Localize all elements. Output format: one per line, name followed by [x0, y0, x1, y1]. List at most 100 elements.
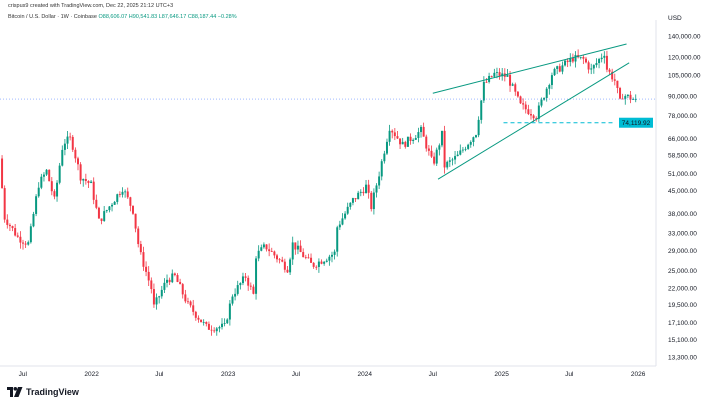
candle-body — [344, 213, 347, 219]
candle — [19, 231, 22, 249]
candle-body — [113, 201, 116, 205]
candle — [255, 256, 258, 300]
candle — [556, 65, 559, 75]
candle-body — [556, 66, 559, 69]
candle-body — [391, 130, 394, 133]
candle — [181, 282, 184, 299]
candle — [511, 82, 514, 87]
y-tick-label: 22,000.00 — [668, 286, 697, 293]
candle-body — [354, 198, 357, 200]
candle — [92, 177, 95, 205]
candle — [76, 156, 79, 171]
candle-body — [516, 91, 519, 97]
candle-body — [40, 176, 43, 188]
candle-body — [168, 279, 171, 283]
candle — [325, 258, 328, 263]
candle — [45, 168, 48, 176]
candle — [422, 122, 425, 137]
candle — [152, 283, 155, 308]
candle — [129, 196, 132, 212]
candle-body — [53, 191, 56, 197]
candle — [226, 318, 229, 324]
candle — [310, 253, 313, 263]
candle-body — [3, 188, 6, 220]
tradingview-logo[interactable]: TradingView — [7, 387, 79, 397]
candle-body — [84, 179, 87, 181]
candle — [440, 130, 443, 148]
candle — [218, 325, 221, 333]
candle — [359, 189, 362, 197]
candle — [529, 109, 532, 120]
candle-body — [286, 269, 289, 273]
candle — [111, 203, 114, 212]
y-tick-label: 58,500.00 — [668, 152, 697, 159]
candle — [430, 145, 433, 159]
candle-body — [459, 150, 462, 155]
candle — [605, 50, 608, 73]
candle — [139, 240, 142, 255]
candle-body — [522, 103, 525, 105]
candle-body — [76, 158, 79, 165]
candle — [519, 95, 522, 104]
candle — [328, 254, 331, 266]
candle — [163, 278, 166, 294]
candle-body — [147, 271, 150, 281]
candle — [579, 56, 582, 60]
candle-body — [181, 284, 184, 295]
candle — [108, 206, 111, 213]
candle-body — [370, 192, 373, 210]
candle-body — [108, 206, 111, 211]
candle-body — [139, 244, 142, 253]
candle-body — [310, 257, 313, 263]
candle-body — [493, 72, 496, 77]
candle — [241, 272, 244, 286]
x-tick-label: 2024 — [357, 371, 372, 378]
candle-body — [535, 118, 538, 120]
candle — [380, 159, 383, 181]
candle — [456, 151, 459, 157]
candle-body — [35, 196, 38, 214]
candle — [477, 116, 480, 138]
candle-body — [69, 136, 72, 138]
candle-body — [6, 219, 9, 225]
candle — [142, 246, 145, 271]
candle-body — [252, 286, 255, 294]
candle-body — [417, 132, 420, 139]
candle — [349, 202, 352, 210]
candle — [485, 78, 488, 83]
candle — [265, 244, 268, 252]
candle — [124, 189, 127, 198]
candle — [600, 53, 603, 63]
candle — [459, 144, 462, 156]
candle-body — [590, 68, 593, 70]
candle — [304, 254, 307, 260]
candle — [223, 318, 226, 327]
candle — [613, 73, 616, 86]
candle — [262, 242, 265, 249]
y-tick-label: 33,000.00 — [668, 230, 697, 237]
candle — [385, 138, 388, 156]
candle-body — [202, 321, 205, 323]
candle-body — [236, 285, 239, 294]
candle-body — [328, 256, 331, 261]
y-tick-label: 29,000.00 — [668, 248, 697, 255]
candle — [95, 194, 98, 210]
candle — [438, 143, 441, 156]
candle — [184, 289, 187, 304]
candle-body — [129, 197, 132, 206]
candle — [336, 225, 339, 257]
candle — [417, 127, 420, 143]
candle-body — [317, 261, 320, 267]
candle-body — [540, 99, 543, 106]
y-tick-label: 17,100.00 — [668, 320, 697, 327]
candle-body — [401, 141, 404, 145]
candle-body — [100, 218, 103, 221]
candle — [365, 180, 368, 194]
candle-body — [226, 319, 229, 324]
candle — [409, 133, 412, 145]
candle-body — [330, 254, 333, 257]
candle-body — [438, 145, 441, 150]
candle — [624, 94, 627, 105]
